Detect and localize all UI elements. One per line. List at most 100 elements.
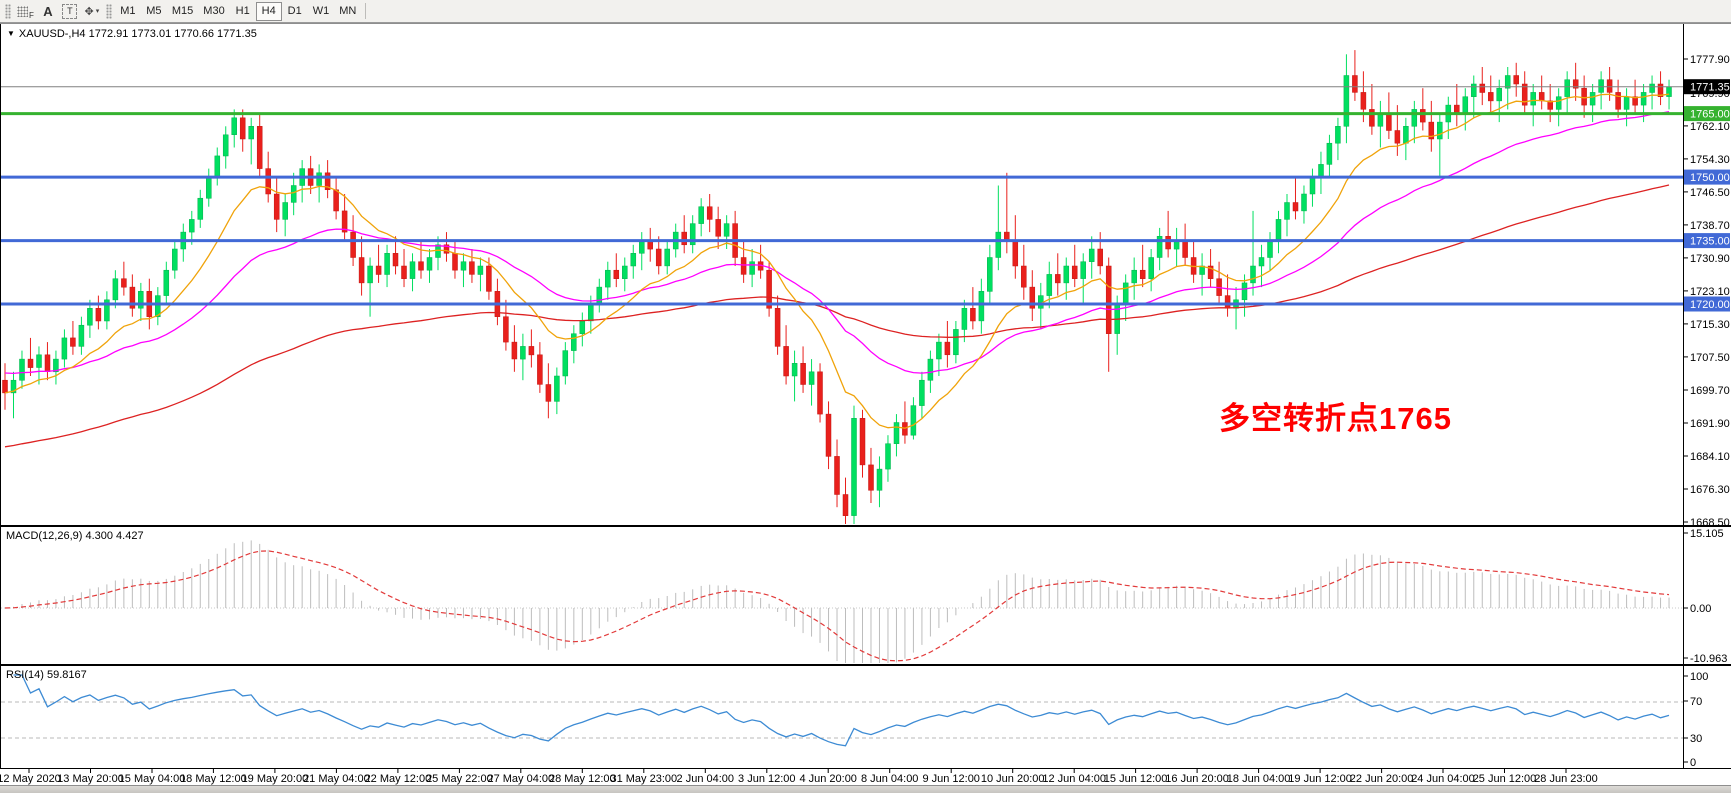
bull-candle (367, 257, 373, 317)
bull-candle (1504, 67, 1511, 110)
bull-candle (197, 189, 204, 228)
bear-candle (1165, 210, 1171, 258)
toolbar-grip[interactable] (5, 3, 11, 19)
bull-candle (1148, 249, 1154, 292)
chart-offset-button[interactable]: F (14, 2, 37, 21)
macd-axis-label: 15.105 (1690, 528, 1724, 540)
bull-candle (893, 414, 900, 457)
bull-candle (290, 172, 297, 216)
symbol-dropdown-icon[interactable]: ▼ (7, 29, 15, 38)
bull-candle (1335, 117, 1341, 161)
price-axis-label: 1715.30 (1690, 319, 1730, 331)
bull-candle (1199, 253, 1205, 296)
bear-candle (418, 240, 424, 279)
bull-candle (163, 261, 170, 304)
macd-rsi-divider[interactable] (0, 664, 1731, 666)
bull-candle (1343, 54, 1350, 144)
bear-candle (545, 363, 552, 419)
font-button[interactable]: A (37, 2, 59, 21)
bull-candle (409, 253, 416, 292)
bull-candle (299, 160, 305, 203)
time-axis-label: 18 May 12:00 (180, 773, 247, 785)
timeframe-button-mn[interactable]: MN (334, 2, 361, 21)
bear-candle (783, 325, 789, 385)
rsi-panel (1, 674, 1683, 747)
bear-candle (95, 295, 102, 330)
bear-candle (1513, 62, 1519, 97)
svg-text:1750.00: 1750.00 (1690, 172, 1730, 184)
bear-candle (1139, 244, 1146, 288)
cursor-tool-button[interactable]: ✥ ▾ (81, 2, 103, 21)
time-axis-label: 25 May 22:00 (426, 773, 493, 785)
ma-mid-magenta-line (4, 111, 1670, 375)
svg-text:1771.35: 1771.35 (1690, 82, 1730, 94)
bull-candle (639, 232, 645, 271)
bull-candle (910, 397, 917, 440)
rsi-axis-label: 0 (1690, 757, 1696, 769)
bull-candle (1088, 236, 1095, 279)
chart-symbol-label[interactable]: ▼ XAUUSD-,H4 1772.91 1773.01 1770.66 1771… (7, 28, 257, 40)
timeframe-button-m5[interactable]: M5 (141, 2, 167, 21)
time-axis-label: 25 Jun 12:00 (1473, 773, 1537, 785)
price-axis-label: 1668.50 (1690, 517, 1730, 529)
time-axis-label: 22 May 12:00 (365, 773, 432, 785)
bull-candle (961, 299, 968, 343)
price-axis-label: 1777.90 (1690, 54, 1730, 66)
bear-candle (486, 257, 492, 300)
text-label-button[interactable]: T (59, 2, 81, 21)
bull-candle (664, 240, 670, 275)
bull-candle (1258, 244, 1265, 288)
window-bottom-edge (0, 785, 1731, 793)
rsi-axis-label: 70 (1690, 696, 1702, 708)
bear-candle (27, 337, 34, 376)
bear-candle (1352, 50, 1358, 101)
bull-candle (1267, 232, 1273, 271)
rsi-axis-label: 100 (1690, 671, 1708, 683)
bull-candle (885, 435, 891, 482)
bear-candle (1615, 79, 1621, 118)
bear-candle (706, 194, 713, 233)
timeframe-button-w1[interactable]: W1 (308, 2, 335, 21)
bull-candle (214, 147, 221, 186)
main-chart-area (2, 50, 1672, 524)
bull-candle (978, 278, 985, 334)
time-axis-label: 10 Jun 20:00 (981, 773, 1045, 785)
bull-candle (1623, 88, 1630, 127)
annotation-text[interactable]: 多空转折点1765 (1219, 401, 1452, 436)
bull-candle (1250, 210, 1256, 296)
bull-candle (104, 291, 110, 330)
bear-candle (1521, 71, 1528, 114)
chart-offset-icon (17, 5, 28, 17)
time-axis-label: 28 Jun 23:00 (1534, 773, 1598, 785)
time-axis-label: 18 Jun 04:00 (1227, 773, 1291, 785)
bear-candle (1105, 257, 1112, 372)
bull-candle (520, 333, 526, 381)
bear-candle (1657, 71, 1664, 106)
rsi-axis-label: 30 (1690, 733, 1702, 745)
bear-candle (834, 439, 840, 508)
bear-candle (1029, 270, 1036, 321)
bull-candle (222, 126, 229, 169)
bear-candle (647, 227, 653, 262)
bull-candle (282, 194, 288, 237)
timeframe-button-d1[interactable]: D1 (282, 2, 308, 21)
timeframe-button-h1[interactable]: H1 (230, 2, 256, 21)
timeframe-button-h4[interactable]: H4 (255, 1, 282, 21)
timeframe-button-m30[interactable]: M30 (198, 2, 229, 21)
timeframe-toolbar-grip[interactable] (105, 3, 112, 19)
timeframe-button-m15[interactable]: M15 (167, 2, 198, 21)
bull-candle (1046, 261, 1053, 309)
bull-candle (995, 185, 1002, 271)
bull-candle (689, 215, 696, 254)
bear-candle (1012, 215, 1019, 279)
bear-candle (469, 249, 475, 283)
bull-candle (1275, 210, 1282, 254)
main-macd-divider[interactable] (0, 525, 1731, 527)
bull-candle (1309, 168, 1316, 207)
bull-candle (1156, 227, 1163, 271)
bull-candle (1649, 75, 1655, 110)
timeframe-button-m1[interactable]: M1 (115, 2, 141, 21)
bear-candle (1292, 177, 1299, 220)
time-axis-label: 15 May 04:00 (119, 773, 186, 785)
macd-signal-line (4, 550, 1670, 662)
